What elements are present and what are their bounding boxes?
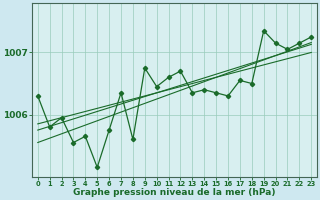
X-axis label: Graphe pression niveau de la mer (hPa): Graphe pression niveau de la mer (hPa) [73, 188, 276, 197]
